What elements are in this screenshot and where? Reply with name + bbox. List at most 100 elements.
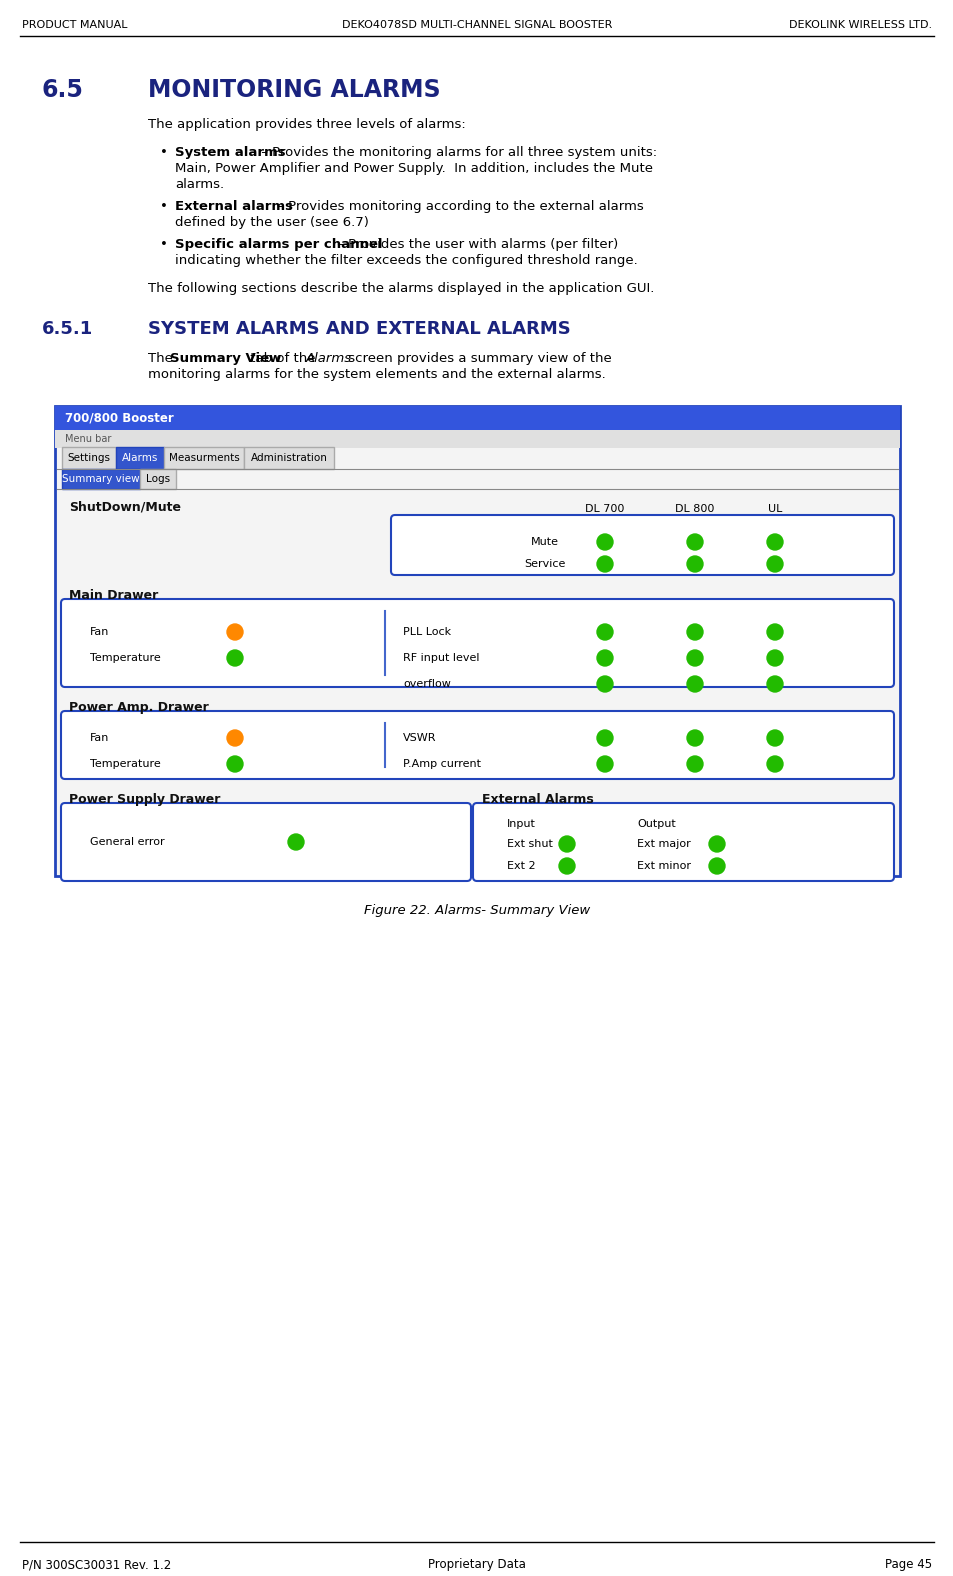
Circle shape xyxy=(766,756,782,772)
Text: P/N 300SC30031 Rev. 1.2: P/N 300SC30031 Rev. 1.2 xyxy=(22,1559,172,1571)
Text: 6.5.1: 6.5.1 xyxy=(42,320,93,337)
Text: Summary view: Summary view xyxy=(62,474,140,484)
Text: External alarms: External alarms xyxy=(174,200,293,213)
Text: DEKO4078SD MULTI-CHANNEL SIGNAL BOOSTER: DEKO4078SD MULTI-CHANNEL SIGNAL BOOSTER xyxy=(341,20,612,30)
Text: Ext 2: Ext 2 xyxy=(506,860,535,872)
Text: PRODUCT MANUAL: PRODUCT MANUAL xyxy=(22,20,128,30)
Text: •: • xyxy=(160,238,168,251)
Text: Alarms: Alarms xyxy=(122,452,158,463)
Circle shape xyxy=(686,649,702,667)
FancyBboxPatch shape xyxy=(391,515,893,575)
Circle shape xyxy=(597,649,613,667)
Text: Main Drawer: Main Drawer xyxy=(69,588,158,602)
FancyBboxPatch shape xyxy=(61,599,893,687)
FancyBboxPatch shape xyxy=(62,470,140,489)
Text: 6.5: 6.5 xyxy=(42,77,84,102)
Text: Ext major: Ext major xyxy=(637,838,690,849)
Circle shape xyxy=(227,649,243,667)
Text: The application provides three levels of alarms:: The application provides three levels of… xyxy=(148,118,465,131)
Text: Mute: Mute xyxy=(531,537,558,547)
Text: Page 45: Page 45 xyxy=(884,1559,931,1571)
Circle shape xyxy=(686,556,702,572)
Text: Figure 22. Alarms- Summary View: Figure 22. Alarms- Summary View xyxy=(363,905,590,917)
Text: – Provides monitoring according to the external alarms: – Provides monitoring according to the e… xyxy=(273,200,643,213)
Text: 700/800 Booster: 700/800 Booster xyxy=(65,411,173,424)
Circle shape xyxy=(766,730,782,745)
Circle shape xyxy=(708,835,724,853)
Circle shape xyxy=(227,730,243,745)
Text: SYSTEM ALARMS AND EXTERNAL ALARMS: SYSTEM ALARMS AND EXTERNAL ALARMS xyxy=(148,320,570,337)
Text: Menu bar: Menu bar xyxy=(65,433,112,444)
FancyBboxPatch shape xyxy=(61,804,471,881)
Text: MONITORING ALARMS: MONITORING ALARMS xyxy=(148,77,440,102)
FancyBboxPatch shape xyxy=(140,470,175,489)
Text: Power Amp. Drawer: Power Amp. Drawer xyxy=(69,700,209,714)
Circle shape xyxy=(597,730,613,745)
Circle shape xyxy=(766,534,782,550)
Circle shape xyxy=(766,676,782,692)
Bar xyxy=(55,407,899,430)
Text: Ext shut: Ext shut xyxy=(506,838,553,849)
Text: Power Supply Drawer: Power Supply Drawer xyxy=(69,793,220,805)
Bar xyxy=(55,430,899,448)
Text: Input: Input xyxy=(506,820,536,829)
Text: Ext minor: Ext minor xyxy=(637,860,690,872)
FancyBboxPatch shape xyxy=(61,711,893,779)
FancyBboxPatch shape xyxy=(116,448,164,470)
Text: System alarms: System alarms xyxy=(174,147,285,159)
Text: DL 800: DL 800 xyxy=(675,504,714,514)
Circle shape xyxy=(227,624,243,640)
Circle shape xyxy=(708,857,724,875)
Text: screen provides a summary view of the: screen provides a summary view of the xyxy=(344,351,611,366)
Text: Output: Output xyxy=(637,820,675,829)
Text: Service: Service xyxy=(524,559,565,569)
Text: External Alarms: External Alarms xyxy=(481,793,593,805)
Circle shape xyxy=(597,676,613,692)
Text: Main, Power Amplifier and Power Supply.  In addition, includes the Mute: Main, Power Amplifier and Power Supply. … xyxy=(174,162,652,175)
FancyBboxPatch shape xyxy=(55,407,899,876)
Circle shape xyxy=(597,534,613,550)
FancyBboxPatch shape xyxy=(473,804,893,881)
Circle shape xyxy=(597,756,613,772)
Text: Temperature: Temperature xyxy=(90,760,161,769)
Text: DL 700: DL 700 xyxy=(585,504,624,514)
Circle shape xyxy=(686,730,702,745)
Text: Alarms: Alarms xyxy=(306,351,352,366)
Text: General error: General error xyxy=(90,837,165,846)
Text: indicating whether the filter exceeds the configured threshold range.: indicating whether the filter exceeds th… xyxy=(174,254,638,266)
Text: – Provides the monitoring alarms for all three system units:: – Provides the monitoring alarms for all… xyxy=(256,147,657,159)
Text: Specific alarms per channel: Specific alarms per channel xyxy=(174,238,382,251)
Text: VSWR: VSWR xyxy=(402,733,436,742)
Text: P.Amp current: P.Amp current xyxy=(402,760,480,769)
Text: Measurments: Measurments xyxy=(169,452,239,463)
FancyBboxPatch shape xyxy=(164,448,244,470)
Circle shape xyxy=(597,556,613,572)
Circle shape xyxy=(686,624,702,640)
Circle shape xyxy=(227,756,243,772)
Circle shape xyxy=(766,556,782,572)
Circle shape xyxy=(597,624,613,640)
Circle shape xyxy=(686,756,702,772)
Text: – Provides the user with alarms (per filter): – Provides the user with alarms (per fil… xyxy=(333,238,618,251)
Circle shape xyxy=(766,624,782,640)
FancyBboxPatch shape xyxy=(244,448,334,470)
Text: RF input level: RF input level xyxy=(402,652,479,663)
Text: Administration: Administration xyxy=(251,452,327,463)
Text: PLL Lock: PLL Lock xyxy=(402,627,451,637)
Text: ShutDown/Mute: ShutDown/Mute xyxy=(69,501,181,514)
Text: tab of the: tab of the xyxy=(246,351,319,366)
Text: DEKOLINK WIRELESS LTD.: DEKOLINK WIRELESS LTD. xyxy=(788,20,931,30)
Text: overflow: overflow xyxy=(402,679,451,689)
Text: UL: UL xyxy=(767,504,781,514)
Text: •: • xyxy=(160,147,168,159)
Circle shape xyxy=(766,649,782,667)
Circle shape xyxy=(558,857,575,875)
Circle shape xyxy=(686,676,702,692)
Text: Proprietary Data: Proprietary Data xyxy=(428,1559,525,1571)
Text: The following sections describe the alarms displayed in the application GUI.: The following sections describe the alar… xyxy=(148,282,654,295)
Text: Fan: Fan xyxy=(90,627,110,637)
FancyBboxPatch shape xyxy=(62,448,116,470)
Text: monitoring alarms for the system elements and the external alarms.: monitoring alarms for the system element… xyxy=(148,369,605,381)
Text: Fan: Fan xyxy=(90,733,110,742)
Text: Settings: Settings xyxy=(68,452,111,463)
